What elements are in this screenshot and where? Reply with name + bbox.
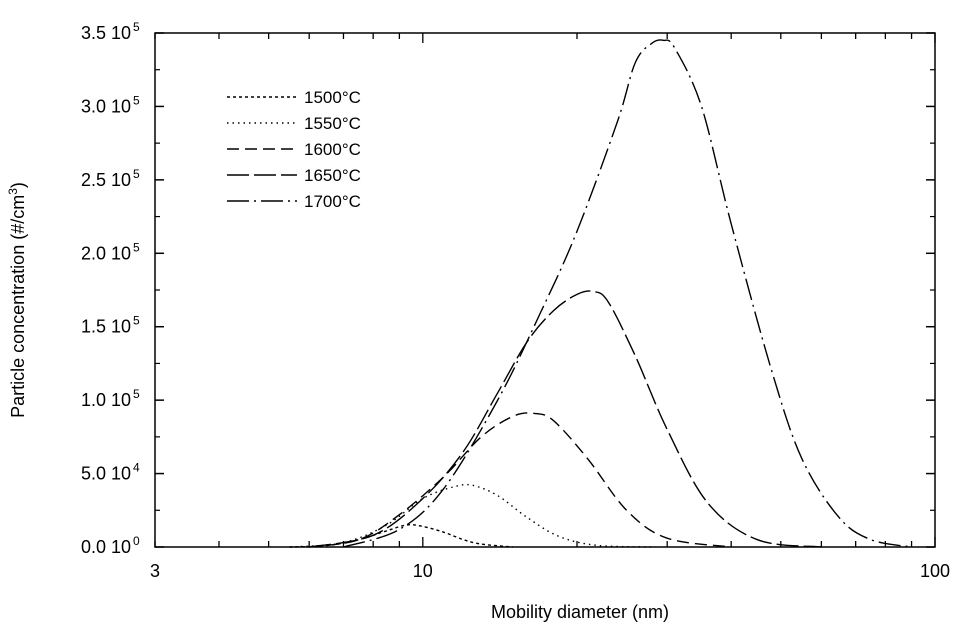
series-line-2 xyxy=(309,412,732,548)
y-tick-label: 0.0 10 xyxy=(81,537,131,557)
series-line-1 xyxy=(289,483,652,548)
legend-label-1: 1550°C xyxy=(304,114,361,133)
y-tick-label: 2.5 10 xyxy=(81,170,131,190)
y-tick-label: 3.0 10 xyxy=(81,96,131,116)
y-tick-exponent: 5 xyxy=(133,167,140,181)
legend-label-2: 1600°C xyxy=(304,140,361,159)
y-tick-exponent: 5 xyxy=(133,240,140,254)
series-lines xyxy=(289,39,912,548)
plot-frame xyxy=(154,32,936,548)
legend-label-0: 1500°C xyxy=(304,88,361,107)
y-tick-label: 5.0 10 xyxy=(81,464,131,484)
y-axis-label: Particle concentration (#/cm3) xyxy=(6,182,28,418)
axes: 0.0 10 05.0 10 41.0 10 51.5 10 52.0 10 52.5 1… xyxy=(81,20,950,581)
y-tick-exponent: 4 xyxy=(133,461,140,475)
y-tick-exponent: 5 xyxy=(133,93,140,107)
y-tick-exponent: 5 xyxy=(133,314,140,328)
series-line-0 xyxy=(289,524,514,548)
y-tick-exponent: 5 xyxy=(133,20,140,34)
legend: 1500°C 1550°C 1600°C 1650°C 1700°C xyxy=(227,88,361,211)
legend-label-4: 1700°C xyxy=(304,192,361,211)
x-axis-label: Mobility diameter (nm) xyxy=(491,602,669,622)
y-tick-exponent: 5 xyxy=(133,387,140,401)
y-tick-label: 1.0 10 xyxy=(81,390,131,410)
y-tick-label: 1.5 10 xyxy=(81,317,131,337)
y-tick-label: 3.5 10 xyxy=(81,23,131,43)
x-tick-label: 10 xyxy=(413,561,433,581)
legend-label-3: 1650°C xyxy=(304,166,361,185)
series-line-4 xyxy=(343,39,912,548)
y-tick-exponent: 0 xyxy=(133,534,140,548)
x-tick-label: 3 xyxy=(150,561,160,581)
series-line-3 xyxy=(309,290,822,548)
x-tick-label: 100 xyxy=(920,561,950,581)
y-tick-label: 2.0 10 xyxy=(81,243,131,263)
